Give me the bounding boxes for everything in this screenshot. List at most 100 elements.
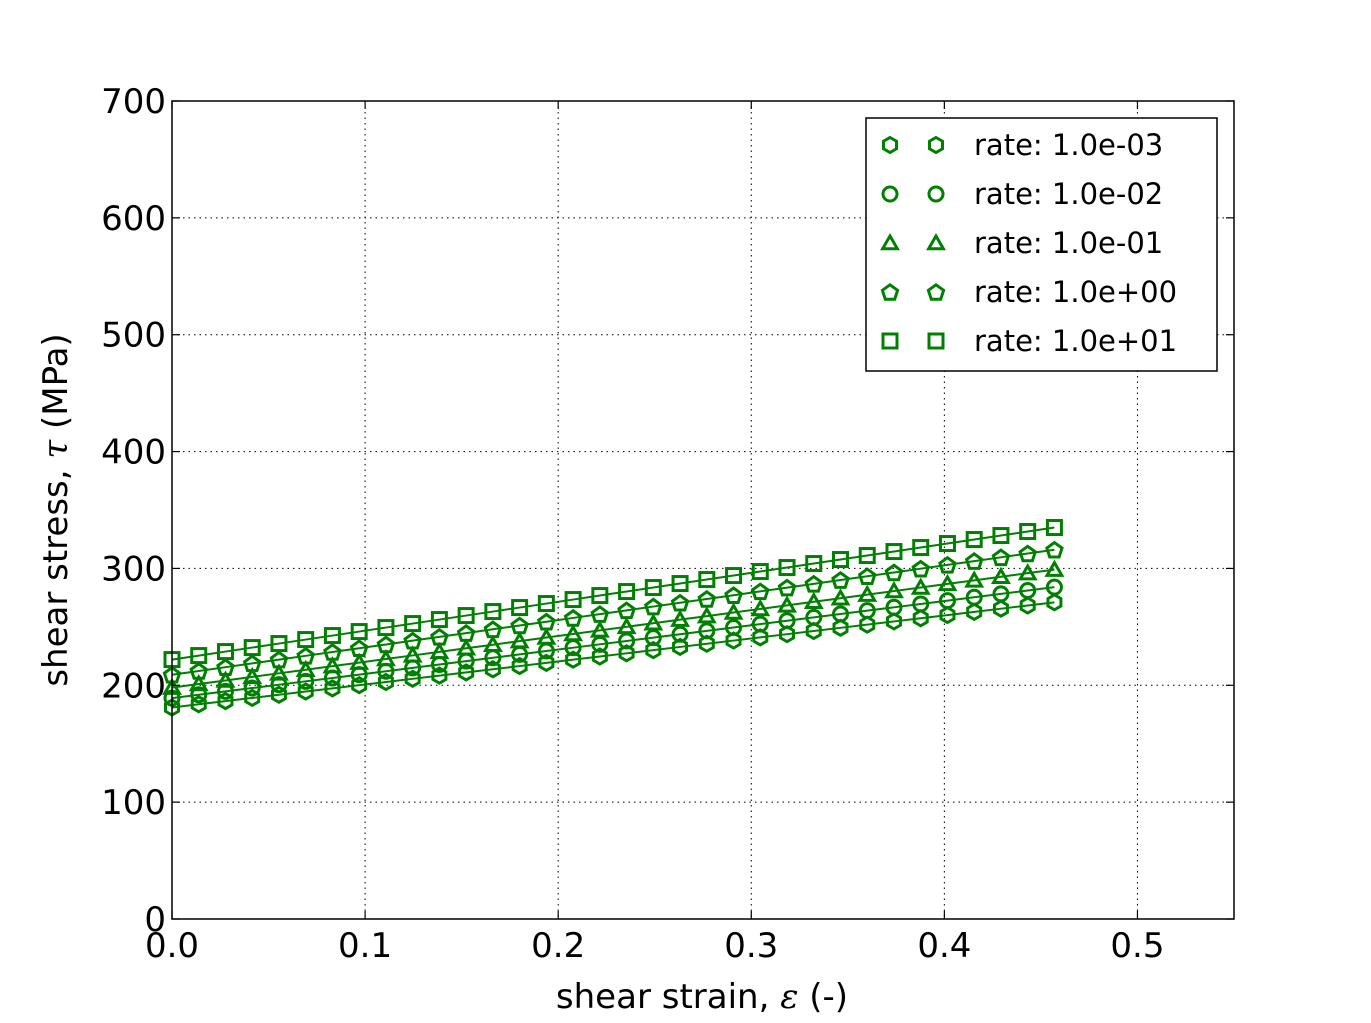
data-point-pentagon: [724, 586, 743, 604]
data-point-hexagon: [511, 656, 528, 676]
data-point-pentagon: [1045, 540, 1064, 559]
data-point-pentagon: [430, 627, 449, 646]
data-point-square: [484, 603, 502, 621]
data-point-pentagon: [296, 646, 316, 665]
data-point-hexagon: [217, 691, 234, 711]
legend-marker-hexagon: [882, 135, 898, 155]
x-tick-label: 0.1: [338, 926, 392, 966]
legend-label: rate: 1.0e-02: [974, 177, 1163, 211]
data-point-circle: [778, 612, 796, 630]
x-axis-label: shear strain, ε (-): [556, 977, 848, 1017]
data-point-triangle: [536, 627, 557, 645]
data-point-pentagon: [911, 559, 931, 578]
data-point-hexagon: [1046, 593, 1063, 612]
data-point-hexagon: [779, 624, 796, 644]
data-point-triangle: [242, 666, 263, 685]
data-point-hexagon: [1019, 596, 1036, 615]
data-point-hexagon: [992, 599, 1009, 618]
tick-layer: 0.0 0.1 0.2 0.3 0.4 0.5 0 100 200 300 400 500 600 700: [101, 82, 1234, 966]
data-point-square: [671, 575, 689, 593]
data-point-triangle: [429, 641, 450, 660]
y-tick-label: 600: [101, 199, 166, 239]
data-point-triangle: [188, 674, 209, 692]
data-point-pentagon: [323, 642, 342, 661]
data-point-hexagon: [805, 621, 822, 641]
data-point-pentagon: [349, 639, 369, 658]
data-point-triangle: [964, 570, 985, 588]
series-triangle: [162, 559, 1065, 695]
data-point-triangle: [509, 631, 530, 649]
data-point-square: [938, 535, 956, 553]
data-point-pentagon: [510, 616, 529, 635]
legend-items: rate: 1.0e-03 rate: 1.0e-02 rate: 1.0e-01 r…: [880, 128, 1177, 358]
data-point-circle: [1045, 578, 1063, 596]
data-point-pentagon: [1018, 544, 1038, 563]
data-point-triangle: [670, 609, 691, 627]
series-line-pentagon: [171, 548, 1055, 676]
data-point-pentagon: [884, 563, 904, 582]
data-point-triangle: [375, 649, 396, 667]
data-point-hexagon: [565, 650, 582, 669]
plot-frame: [171, 100, 1235, 920]
data-point-pentagon: [643, 597, 663, 616]
data-point-square: [323, 627, 341, 645]
x-tick-label: 0.0: [145, 926, 199, 966]
data-point-square: [698, 571, 716, 589]
series-line-square: [171, 526, 1055, 661]
data-point-pentagon: [617, 601, 636, 620]
legend-item: rate: 1.0e-01: [880, 226, 1163, 260]
data-point-circle: [938, 592, 956, 610]
data-point-triangle: [482, 634, 503, 652]
data-point-triangle: [1044, 559, 1065, 577]
series-hexagon: [164, 593, 1063, 717]
data-point-triangle: [215, 670, 236, 688]
data-point-square: [618, 583, 636, 601]
data-point-circle: [885, 598, 903, 616]
legend-label: rate: 1.0e+01: [974, 324, 1177, 358]
data-point-circle: [832, 605, 850, 623]
y-tick-label: 400: [101, 433, 166, 473]
data-point-triangle: [750, 598, 771, 617]
data-point-pentagon: [242, 654, 262, 673]
legend-marker-hexagon: [928, 135, 944, 155]
data-point-hexagon: [966, 602, 983, 622]
data-point-pentagon: [536, 612, 556, 631]
data-point-square: [832, 551, 850, 569]
data-point-triangle: [884, 581, 904, 599]
legend-marker-square: [881, 332, 899, 350]
data-point-triangle: [643, 613, 664, 631]
data-point-pentagon: [269, 650, 289, 669]
data-point-hexagon: [377, 672, 394, 692]
data-point-hexagon: [484, 660, 501, 679]
data-point-hexagon: [645, 640, 662, 660]
x-axis-label-text: shear strain,: [556, 977, 780, 1017]
data-point-square: [270, 635, 288, 653]
data-point-circle: [912, 595, 930, 613]
y-axis-label-unit: (MPa): [36, 333, 76, 439]
data-point-triangle: [402, 645, 423, 663]
data-point-pentagon: [938, 555, 957, 574]
y-tick-label: 300: [101, 549, 166, 589]
data-point-square: [297, 631, 315, 649]
data-point-pentagon: [563, 608, 583, 627]
y-tick-label: 0: [144, 900, 166, 940]
data-point-triangle: [589, 620, 610, 638]
data-point-triangle: [322, 656, 343, 674]
legend-item: rate: 1.0e-02: [881, 177, 1163, 211]
series-line-circle: [171, 586, 1055, 700]
data-point-triangle: [937, 573, 958, 592]
data-point-triangle: [1017, 563, 1038, 581]
x-tick-label: 0.3: [724, 926, 778, 966]
data-point-hexagon: [832, 618, 849, 638]
data-point-square: [591, 587, 609, 605]
data-point-square: [644, 579, 662, 597]
legend-marker-pentagon: [926, 282, 946, 301]
series-line-hexagon: [171, 601, 1055, 709]
legend-marker-triangle: [880, 232, 900, 251]
data-point-triangle: [269, 663, 289, 681]
data-point-square: [1045, 519, 1063, 537]
series-layer: [162, 519, 1065, 717]
data-point-circle: [644, 629, 662, 647]
data-point-pentagon: [403, 631, 423, 650]
